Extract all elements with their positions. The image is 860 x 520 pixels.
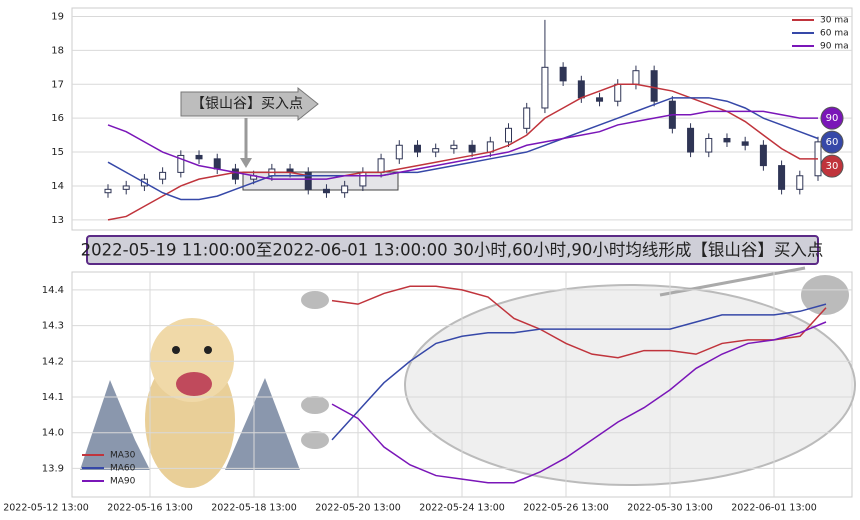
ma-line xyxy=(331,321,827,484)
mountain xyxy=(80,380,150,470)
candle-body xyxy=(523,107,531,129)
end-label: 60 xyxy=(826,137,839,148)
candle-body xyxy=(505,127,513,143)
bowl xyxy=(301,396,329,414)
legend-label: 90 ma xyxy=(820,42,849,52)
candle-body xyxy=(778,165,786,190)
annotation-arrow xyxy=(180,86,319,122)
candle-body xyxy=(741,141,749,146)
x-tick-label: 2022-05-24 13:00 xyxy=(419,503,505,514)
end-label: 30 xyxy=(826,161,839,172)
y-tick-label: 18 xyxy=(51,45,64,56)
candle-body xyxy=(377,158,385,173)
end-label-badge xyxy=(820,154,844,178)
legend-label: 30 ma xyxy=(820,16,849,26)
candle-body xyxy=(705,137,713,153)
y-tick-label: 16 xyxy=(51,113,64,124)
y-tick-label: 13.9 xyxy=(42,463,64,474)
candle-body xyxy=(450,144,458,150)
legend-label: 60 ma xyxy=(820,29,849,39)
ma-line xyxy=(107,110,818,180)
dog-eye xyxy=(204,346,212,354)
ma-line xyxy=(107,97,819,201)
highlight-box xyxy=(242,171,399,191)
banner-box xyxy=(86,235,819,265)
end-label-badge xyxy=(820,130,844,154)
end-label: 90 xyxy=(826,113,839,124)
bowl xyxy=(301,291,329,309)
top-chart: 13 14 15 16 17 18 19 【银山谷】买入点 30 ma 60 ma 90 ma 90 6… xyxy=(51,11,852,226)
candle-body xyxy=(559,66,567,82)
highlight-ellipse xyxy=(404,284,856,486)
x-tick-label: 2022-05-12 13:00 xyxy=(3,503,89,514)
candle-body xyxy=(159,171,167,180)
dog-eye xyxy=(172,346,180,354)
legend-label: MA30 xyxy=(110,451,136,461)
candle-body xyxy=(395,144,403,160)
ma-line xyxy=(331,285,827,359)
end-label-badge xyxy=(820,106,844,130)
x-tick-label: 2022-05-30 13:00 xyxy=(627,503,713,514)
candle-body xyxy=(104,188,112,194)
y-tick-label: 14.0 xyxy=(42,428,64,439)
candle-body xyxy=(195,154,203,160)
y-tick-label: 14 xyxy=(51,181,64,192)
x-tick-label: 2022-05-16 13:00 xyxy=(107,503,193,514)
x-tick-label: 2022-05-18 13:00 xyxy=(211,503,297,514)
candle-body xyxy=(322,188,330,194)
candle-body xyxy=(468,144,476,153)
x-tick-label: 2022-06-01 13:00 xyxy=(731,503,817,514)
ma-line xyxy=(107,83,818,221)
pointer-arrow xyxy=(659,266,806,297)
x-tick-label: 2022-05-20 13:00 xyxy=(315,503,401,514)
candle-body xyxy=(341,185,349,194)
y-tick-label: 14.1 xyxy=(42,392,64,403)
candle-body xyxy=(614,83,622,102)
candle-body xyxy=(432,148,440,153)
x-tick-label: 2022-05-26 13:00 xyxy=(523,503,609,514)
candle-body xyxy=(650,70,658,102)
candle-body xyxy=(541,66,549,109)
banner: 2022-05-19 11:00:00至2022-06-01 13:00:00 … xyxy=(81,241,824,260)
candle-body xyxy=(577,80,585,99)
y-tick-label: 17 xyxy=(51,79,64,90)
y-tick-label: 15 xyxy=(51,147,64,158)
candle-body xyxy=(687,127,695,153)
candle-body xyxy=(796,175,804,190)
legend-label: MA90 xyxy=(110,477,136,487)
candle-body xyxy=(596,97,604,102)
candle-body xyxy=(413,144,421,153)
candle-body xyxy=(213,158,221,170)
bowl xyxy=(801,275,849,315)
candle-body xyxy=(177,154,185,173)
candle-body xyxy=(759,144,767,167)
legend-label: MA60 xyxy=(110,464,136,474)
bottom-chart: 13.9 14.0 14.1 14.2 14.3 14.4 2022-05-12 13:00… xyxy=(3,266,856,514)
candle-body xyxy=(359,171,367,187)
dog-mouth xyxy=(176,372,212,396)
candle-body xyxy=(231,168,239,180)
dog-head xyxy=(150,318,234,402)
y-tick-label: 14.3 xyxy=(42,321,64,332)
candle-body xyxy=(122,185,130,190)
mountain xyxy=(225,378,300,470)
candle-body xyxy=(632,70,640,85)
annotation-text: 【银山谷】买入点 xyxy=(191,96,303,112)
top-plot-area xyxy=(71,7,853,231)
y-tick-label: 14.2 xyxy=(42,356,64,367)
y-tick-label: 14.4 xyxy=(42,285,64,296)
bowl xyxy=(301,431,329,449)
y-tick-label: 13 xyxy=(51,215,64,226)
annotation-pointer-head xyxy=(240,158,252,168)
y-tick-label: 19 xyxy=(51,11,64,22)
candle-body xyxy=(304,171,312,190)
ma-line xyxy=(331,303,827,441)
candle-body xyxy=(723,137,731,143)
